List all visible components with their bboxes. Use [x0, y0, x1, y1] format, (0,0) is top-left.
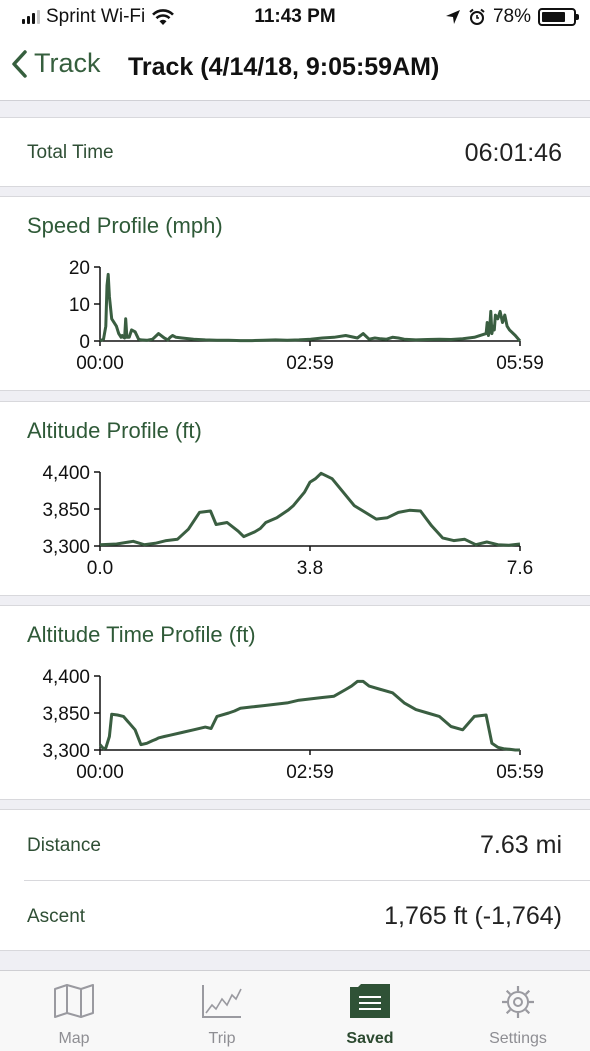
- status-time: 11:43 PM: [254, 6, 336, 27]
- tab-bar: Map Trip Saved Settings: [0, 970, 590, 1051]
- speed-profile-title: Speed Profile (mph): [27, 213, 223, 238]
- altitude-time-chart-series-line: [98, 679, 520, 752]
- navigation-bar: Track Track (4/14/18, 9:05:59AM): [0, 34, 590, 101]
- alarm-icon: [469, 8, 485, 25]
- battery-icon: [538, 8, 579, 26]
- wifi-icon: [152, 9, 175, 25]
- speed-chart-y-tick-label: 20: [69, 258, 90, 279]
- altitude-time-chart-y-tick-label: 3,300: [42, 741, 90, 762]
- altitude-chart-y-tick-label: 3,300: [42, 537, 90, 558]
- altitude-chart-x-tick-label: 7.6: [507, 558, 533, 579]
- distance-label: Distance: [27, 835, 101, 856]
- location-arrow-icon: [445, 10, 460, 24]
- altitude-chart-y-tick-label: 4,400: [42, 463, 90, 484]
- altitude-chart-x-tick-label: 3.8: [297, 558, 323, 579]
- altitude-time-chart-x-tick-label: 00:00: [76, 762, 124, 783]
- stats-card: Distance 7.63 mi Ascent 1,765 ft (-1,764…: [0, 809, 590, 951]
- altitude-chart-x-tick-label: 0.0: [87, 558, 113, 579]
- tab-map[interactable]: Map: [0, 971, 148, 1051]
- status-bar: Sprint Wi-Fi 11:43 PM 78%: [0, 0, 590, 34]
- chevron-left-icon: [12, 49, 27, 78]
- altitude-time-chart-y-tick-label: 3,850: [42, 704, 90, 725]
- total-time-label: Total Time: [27, 142, 114, 163]
- status-left: Sprint Wi-Fi: [22, 6, 175, 28]
- altitude-profile-title: Altitude Profile (ft): [27, 418, 202, 443]
- altitude-time-chart-x-tick-label: 05:59: [496, 762, 544, 783]
- altitude-time-chart-y-tick-label: 4,400: [42, 667, 90, 688]
- tab-settings-label: Settings: [489, 1030, 547, 1047]
- tab-settings[interactable]: Settings: [444, 971, 590, 1051]
- altitude-time-profile-card[interactable]: Altitude Time Profile (ft) 4,400 3,850 3,3…: [0, 605, 590, 800]
- ascent-label: Ascent: [27, 906, 86, 927]
- speed-chart-y-tick-label: 10: [69, 295, 90, 316]
- tab-saved[interactable]: Saved: [296, 971, 444, 1051]
- page-title: Track (4/14/18, 9:05:59AM): [128, 53, 440, 81]
- altitude-time-profile-title: Altitude Time Profile (ft): [27, 622, 256, 647]
- speed-chart-x-tick-label: 00:00: [76, 353, 124, 374]
- tab-saved-label: Saved: [346, 1030, 394, 1047]
- chart-icon: [202, 985, 242, 1018]
- map-icon: [54, 984, 94, 1018]
- back-label: Track: [34, 48, 101, 78]
- total-time-value: 06:01:46: [464, 139, 562, 167]
- gear-icon: [502, 986, 534, 1018]
- speed-chart-x-tick-label: 05:59: [496, 353, 544, 374]
- speed-profile-card[interactable]: Speed Profile (mph) 20 10 0 00:00 02:59 05:59: [0, 196, 590, 391]
- carrier-label: Sprint Wi-Fi: [46, 6, 146, 27]
- altitude-chart-y-tick-label: 3,850: [42, 500, 90, 521]
- speed-chart-series-line: [99, 272, 522, 343]
- back-button[interactable]: Track: [10, 48, 101, 79]
- distance-value: 7.63 mi: [480, 831, 562, 859]
- status-right: 78%: [445, 6, 579, 28]
- altitude-chart-series-line: [99, 471, 521, 547]
- speed-profile-chart: 20 10 000:00 02:59 05:59: [69, 258, 544, 374]
- ascent-value: 1,765 ft (-1,764): [384, 902, 562, 930]
- tab-map-label: Map: [58, 1030, 90, 1047]
- altitude-time-chart-x-tick-label: 02:59: [286, 762, 334, 783]
- folder-icon: [350, 984, 390, 1018]
- total-time-card: Total Time 06:01:46: [0, 117, 590, 187]
- battery-percent: 78%: [492, 6, 531, 27]
- tab-trip-label: Trip: [208, 1030, 236, 1047]
- signal-icon: [22, 10, 40, 24]
- divider: [24, 880, 590, 881]
- tab-trip[interactable]: Trip: [148, 971, 296, 1051]
- altitude-profile-card[interactable]: Altitude Profile (ft) 4,400 3,850 3,300 0.0…: [0, 401, 590, 596]
- speed-chart-y-tick-label: 0: [79, 332, 90, 353]
- speed-chart-x-tick-label: 02:59: [286, 353, 334, 374]
